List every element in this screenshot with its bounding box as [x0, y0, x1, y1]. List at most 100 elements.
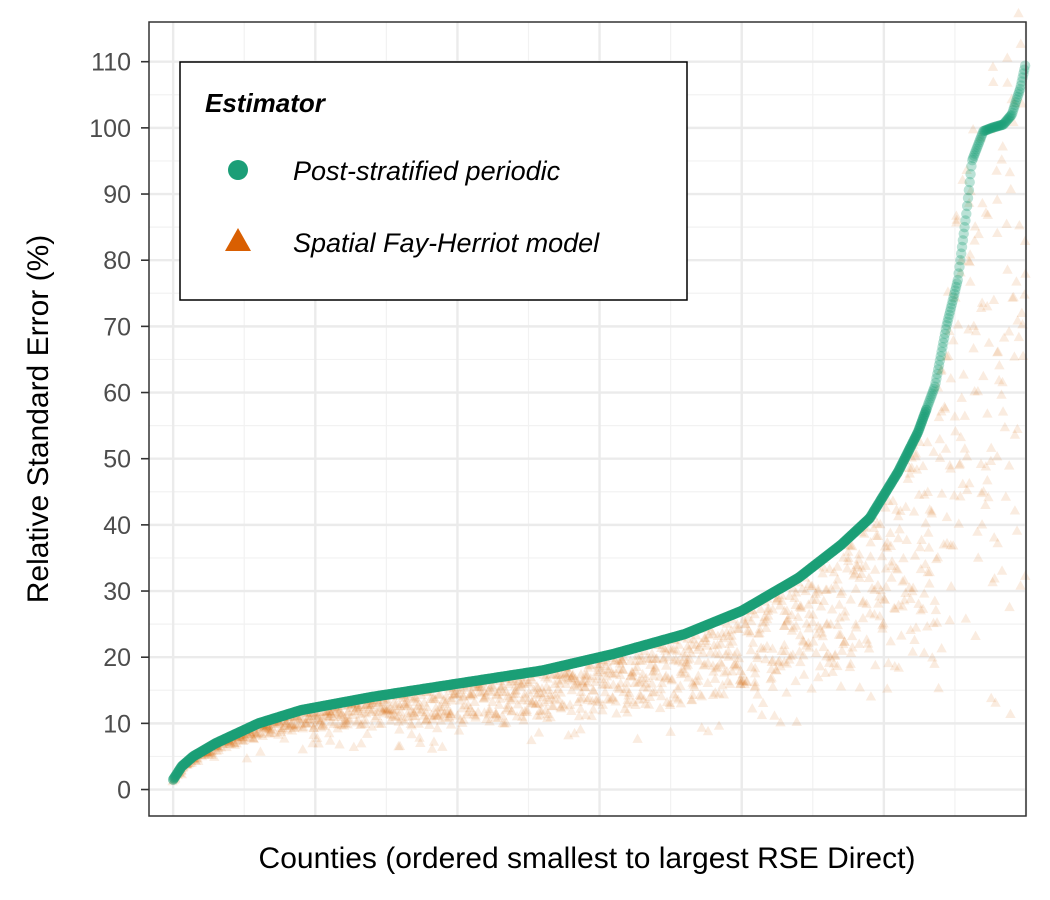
fay-herriot-point — [919, 489, 930, 499]
post-stratified-point — [926, 388, 938, 399]
fay-herriot-point — [613, 655, 624, 665]
fay-herriot-point — [328, 718, 340, 729]
fay-herriot-point — [602, 679, 613, 689]
fay-herriot-point — [945, 539, 956, 550]
fay-herriot-point — [273, 729, 284, 739]
fay-herriot-point — [321, 710, 332, 720]
fay-herriot-point — [955, 267, 966, 277]
fay-herriot-point — [839, 611, 851, 621]
fay-herriot-point — [468, 709, 480, 719]
fay-herriot-point — [443, 711, 455, 721]
fay-herriot-point — [807, 594, 818, 604]
fay-herriot-point — [944, 614, 955, 625]
fay-herriot-point — [340, 713, 351, 723]
fay-herriot-point — [396, 713, 407, 723]
fay-herriot-point — [588, 685, 599, 695]
fay-herriot-point — [891, 504, 902, 514]
fay-herriot-point — [510, 685, 521, 695]
fay-herriot-point — [580, 709, 591, 719]
legend-label-spatial-fay-herriot: Spatial Fay-Herriot model — [293, 228, 600, 258]
fay-herriot-point — [301, 713, 313, 724]
fay-herriot-point — [438, 694, 449, 704]
fay-herriot-point — [658, 654, 669, 664]
fay-herriot-point — [756, 709, 768, 720]
fay-herriot-point — [801, 640, 812, 650]
post-stratified-point — [1005, 110, 1016, 122]
fay-herriot-point — [435, 715, 447, 725]
fay-herriot-point — [951, 217, 962, 227]
fay-herriot-point — [266, 725, 277, 735]
fay-herriot-point — [816, 627, 828, 637]
fay-herriot-point — [510, 688, 521, 698]
fay-herriot-point — [296, 718, 307, 728]
fay-herriot-point — [740, 619, 751, 629]
fay-herriot-point — [963, 324, 974, 334]
fay-herriot-point — [872, 518, 883, 528]
fay-herriot-point — [206, 749, 217, 759]
fay-herriot-point — [615, 669, 626, 680]
fay-herriot-point — [978, 370, 989, 381]
fay-herriot-point — [248, 732, 259, 743]
fay-herriot-point — [845, 658, 856, 668]
fay-herriot-point — [324, 727, 335, 738]
fay-herriot-point — [969, 385, 980, 396]
fay-herriot-point — [907, 582, 919, 592]
fay-herriot-point — [711, 662, 722, 673]
fay-herriot-point — [956, 255, 967, 265]
fay-herriot-point — [922, 621, 933, 631]
fay-herriot-point — [502, 699, 514, 709]
legend-label-post-stratified: Post-stratified periodic — [293, 156, 561, 186]
fay-herriot-point — [959, 410, 971, 420]
fay-herriot-point — [539, 696, 550, 707]
fay-herriot-point — [882, 683, 893, 693]
fay-herriot-point — [472, 706, 484, 717]
fay-herriot-point — [445, 708, 456, 718]
fay-herriot-point — [358, 707, 370, 717]
fay-herriot-point — [767, 604, 778, 614]
fay-herriot-point — [425, 693, 436, 704]
fay-herriot-point — [415, 737, 426, 747]
fay-herriot-point — [1019, 289, 1030, 299]
fay-herriot-point — [383, 704, 394, 714]
post-stratified-point — [1008, 105, 1019, 116]
fay-herriot-point — [247, 732, 259, 742]
fay-herriot-point — [698, 660, 709, 670]
fay-herriot-point — [456, 702, 468, 713]
fay-herriot-point — [899, 574, 910, 585]
fay-herriot-point — [883, 495, 894, 506]
fay-herriot-point — [690, 676, 702, 686]
fay-herriot-point — [458, 691, 469, 702]
fay-herriot-point — [249, 727, 260, 737]
fay-herriot-point — [531, 710, 543, 720]
fay-herriot-point — [221, 741, 232, 752]
fay-herriot-point — [560, 678, 572, 689]
fay-herriot-point — [622, 694, 633, 705]
fay-herriot-point — [780, 645, 791, 656]
fay-herriot-point — [1002, 77, 1013, 87]
fay-herriot-point — [203, 749, 214, 759]
fay-herriot-point — [351, 716, 362, 727]
fay-herriot-point — [515, 679, 527, 690]
fay-herriot-point — [988, 294, 1000, 304]
fay-herriot-point — [813, 671, 824, 682]
fay-herriot-point — [834, 612, 845, 622]
fay-herriot-point — [684, 653, 695, 663]
fay-herriot-point — [731, 661, 742, 671]
fay-herriot-point — [661, 660, 672, 670]
fay-herriot-point — [931, 617, 943, 627]
fay-herriot-point — [951, 214, 963, 224]
fay-herriot-point — [859, 528, 870, 538]
fay-herriot-point — [795, 600, 806, 611]
fay-herriot-point — [949, 490, 960, 500]
fay-herriot-point — [923, 542, 935, 552]
fay-herriot-point — [462, 709, 473, 719]
fay-herriot-point — [706, 625, 717, 636]
fay-herriot-point — [526, 695, 538, 706]
y-tick-label: 110 — [91, 49, 131, 77]
legend-box — [179, 61, 688, 301]
fay-herriot-point — [707, 660, 719, 670]
fay-herriot-point — [668, 655, 679, 665]
fay-herriot-point — [490, 709, 501, 719]
fay-herriot-point — [992, 346, 1003, 357]
fay-herriot-point — [784, 590, 795, 600]
